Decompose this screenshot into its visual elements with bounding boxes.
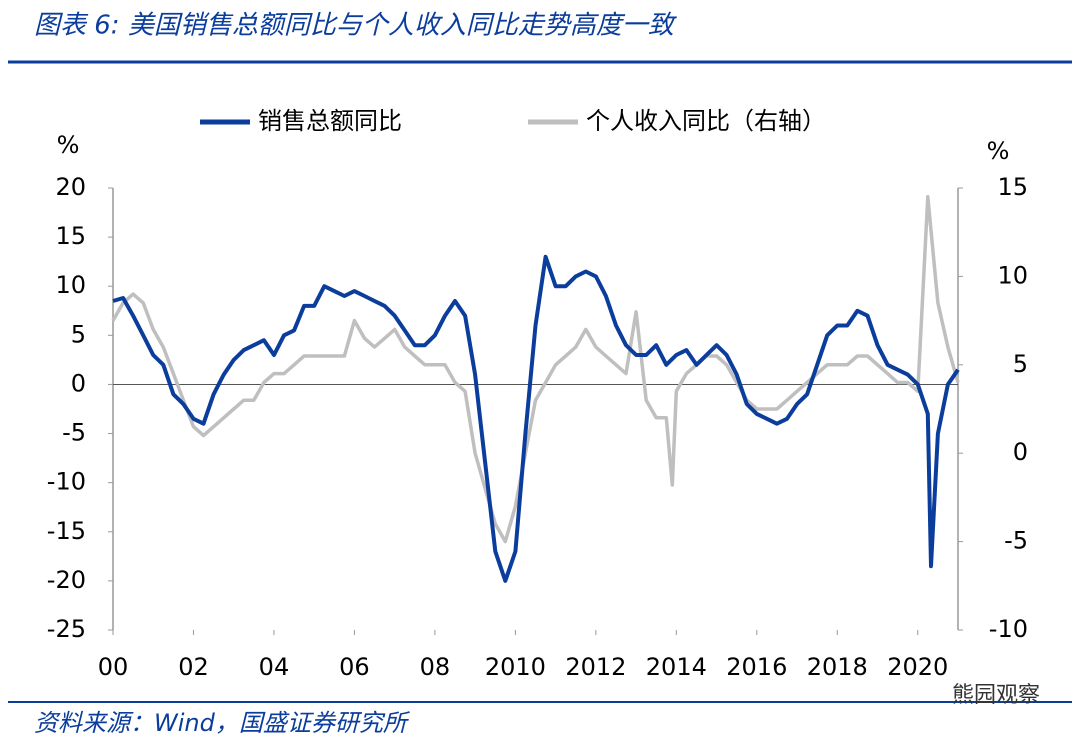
y2-tick-label: -10 xyxy=(989,615,1028,643)
y2-tick-label: -5 xyxy=(1004,527,1028,555)
x-tick-label: 2016 xyxy=(726,653,787,681)
x-tick-label: 2018 xyxy=(807,653,868,681)
x-tick-label: 2012 xyxy=(565,653,626,681)
y-tick-label: 15 xyxy=(55,222,86,250)
x-tick-label: 08 xyxy=(420,653,451,681)
x-tick-label: 06 xyxy=(339,653,370,681)
x-tick-label: 00 xyxy=(98,653,129,681)
source: 资料来源：Wind，国盛证券研究所 xyxy=(34,709,411,737)
y-tick-label: -5 xyxy=(62,419,86,447)
legend-label: 销售总额同比 xyxy=(258,107,402,135)
watermark: 熊园观察 xyxy=(952,683,1040,708)
y-tick-label: -15 xyxy=(47,517,86,545)
y-tick-label: 5 xyxy=(71,320,86,348)
x-tick-label: 04 xyxy=(259,653,290,681)
x-tick-label: 02 xyxy=(178,653,209,681)
y-tick-label: 20 xyxy=(55,173,86,201)
figure-title: 图表 6: 美国销售总额同比与个人收入同比走势高度一致 xyxy=(34,11,678,41)
y2-tick-label: 5 xyxy=(1013,350,1028,378)
y2-tick-label: 10 xyxy=(997,261,1028,289)
y-tick-label: -20 xyxy=(47,566,86,594)
y-unit: % xyxy=(57,131,80,159)
y-tick-label: -25 xyxy=(47,615,86,643)
legend-label: 个人收入同比（右轴） xyxy=(586,107,826,135)
x-tick-label: 2020 xyxy=(887,653,948,681)
y2-unit: % xyxy=(987,137,1010,165)
x-tick-label: 2014 xyxy=(646,653,707,681)
series-line xyxy=(112,254,960,583)
x-tick-label: 2010 xyxy=(485,653,546,681)
y-tick-label: 10 xyxy=(55,271,86,299)
series-line xyxy=(111,195,960,544)
y2-tick-label: 0 xyxy=(1013,438,1028,466)
y2-tick-label: 15 xyxy=(997,173,1028,201)
y-tick-label: -10 xyxy=(47,468,86,496)
y-tick-label: 0 xyxy=(71,369,86,397)
